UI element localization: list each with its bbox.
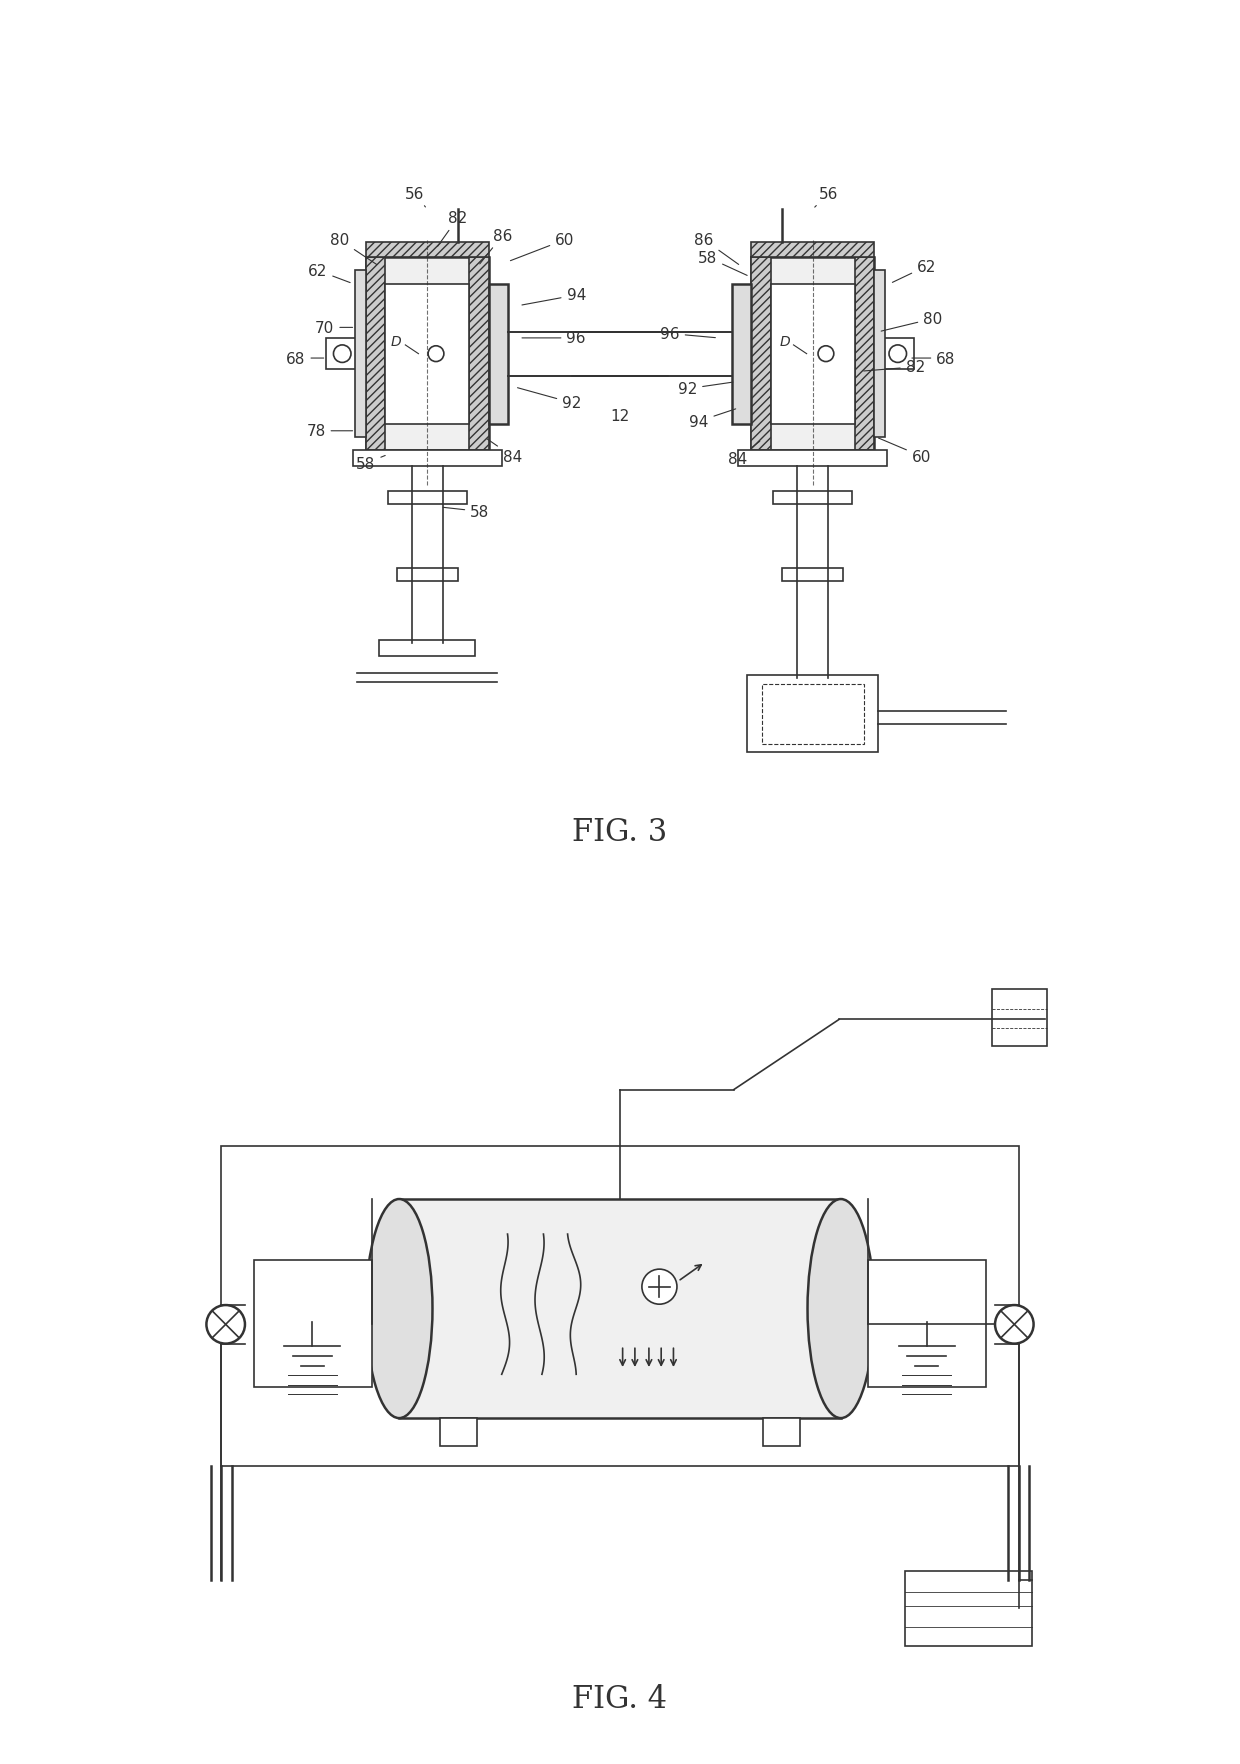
- Bar: [386, 284, 469, 425]
- Text: 78: 78: [306, 423, 352, 439]
- Text: 56: 56: [404, 187, 425, 208]
- Bar: [992, 990, 1047, 1046]
- Bar: [399, 1200, 841, 1418]
- Text: 80: 80: [882, 312, 942, 332]
- Text: 86: 86: [480, 229, 512, 265]
- Text: D: D: [780, 335, 790, 349]
- Text: 86: 86: [694, 233, 739, 265]
- Text: FIG. 4: FIG. 4: [573, 1683, 667, 1715]
- Circle shape: [642, 1270, 677, 1304]
- Bar: [751, 258, 771, 452]
- Text: 94: 94: [689, 409, 735, 429]
- Bar: [326, 339, 357, 370]
- Ellipse shape: [366, 1200, 433, 1418]
- Circle shape: [889, 346, 906, 363]
- Text: 60: 60: [878, 439, 931, 464]
- Text: 60: 60: [511, 233, 574, 261]
- Bar: [868, 1261, 986, 1388]
- Bar: [379, 640, 475, 656]
- Text: 70: 70: [315, 321, 352, 335]
- Circle shape: [818, 346, 833, 362]
- Text: 96: 96: [660, 326, 715, 342]
- Text: 82: 82: [438, 212, 467, 247]
- Bar: [874, 272, 884, 437]
- Text: 58: 58: [698, 250, 748, 277]
- Bar: [489, 284, 508, 425]
- Bar: [732, 284, 751, 425]
- Text: 92: 92: [517, 388, 582, 411]
- Bar: [254, 1261, 372, 1388]
- Bar: [854, 258, 874, 452]
- Text: 68: 68: [286, 351, 324, 367]
- Bar: [221, 1147, 1019, 1466]
- Bar: [761, 684, 863, 744]
- Bar: [738, 452, 888, 466]
- Text: 80: 80: [330, 233, 377, 265]
- Bar: [366, 258, 489, 452]
- Text: D: D: [391, 335, 401, 349]
- Text: 92: 92: [678, 383, 733, 397]
- Ellipse shape: [807, 1200, 874, 1418]
- Circle shape: [994, 1305, 1034, 1344]
- Circle shape: [428, 346, 444, 362]
- Bar: [771, 284, 854, 425]
- Bar: [883, 339, 914, 370]
- Text: 12: 12: [610, 407, 630, 423]
- Text: 56: 56: [815, 187, 838, 208]
- Text: 62: 62: [893, 259, 936, 284]
- Text: 68: 68: [911, 351, 956, 367]
- Text: 62: 62: [308, 265, 350, 284]
- Text: 84: 84: [486, 439, 522, 464]
- Bar: [774, 492, 852, 505]
- Text: 94: 94: [522, 288, 585, 305]
- Bar: [366, 242, 489, 258]
- Bar: [388, 492, 466, 505]
- Bar: [352, 452, 502, 466]
- Bar: [356, 272, 366, 437]
- Bar: [397, 570, 458, 582]
- Bar: [763, 1418, 800, 1446]
- Circle shape: [206, 1305, 246, 1344]
- Bar: [366, 258, 386, 452]
- Bar: [746, 676, 878, 753]
- Text: FIG. 3: FIG. 3: [573, 817, 667, 847]
- Text: 58: 58: [443, 505, 490, 520]
- Bar: [782, 570, 843, 582]
- Bar: [751, 242, 874, 258]
- Bar: [469, 258, 489, 452]
- Bar: [905, 1572, 1032, 1646]
- Text: 96: 96: [522, 332, 587, 346]
- Bar: [751, 258, 874, 452]
- Text: 58: 58: [356, 457, 386, 471]
- Bar: [440, 1418, 477, 1446]
- Circle shape: [334, 346, 351, 363]
- Text: 82: 82: [864, 360, 925, 376]
- Text: 84: 84: [728, 443, 760, 467]
